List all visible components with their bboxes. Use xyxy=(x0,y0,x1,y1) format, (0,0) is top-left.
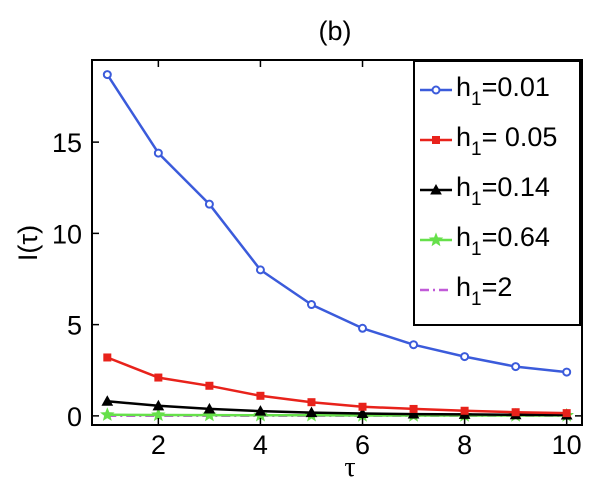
plot-frame xyxy=(91,59,583,426)
data-point-square xyxy=(103,353,112,362)
legend-label-rest: =0.01 xyxy=(482,72,550,102)
legend-label: h1=2 xyxy=(456,272,512,310)
data-point-square xyxy=(256,391,265,400)
data-point-square xyxy=(562,409,571,418)
data-point-circle xyxy=(358,323,368,333)
data-point-triangle xyxy=(101,395,114,406)
legend-box xyxy=(413,60,581,326)
data-point-square xyxy=(358,402,367,411)
data-point-circle xyxy=(562,367,572,377)
data-point-square xyxy=(154,373,163,382)
data-point-star xyxy=(100,407,115,421)
legend-label-main: h xyxy=(456,72,471,102)
data-point-triangle xyxy=(305,406,318,418)
legend-label-sub: 1 xyxy=(471,139,482,160)
data-point-square xyxy=(460,406,469,415)
series-line xyxy=(107,400,567,417)
legend-label-main: h xyxy=(456,272,471,302)
series-line xyxy=(106,73,567,374)
legend-label-rest: =0.14 xyxy=(482,172,550,202)
data-point-circle xyxy=(306,300,316,310)
legend-label-sub: 1 xyxy=(471,189,482,210)
chart-title: (b) xyxy=(319,16,352,46)
legend-label-rest: =0.64 xyxy=(482,222,550,252)
x-tick-label: 8 xyxy=(457,430,472,460)
x-axis-label: τ xyxy=(344,452,355,483)
y-tick-label: 15 xyxy=(52,128,82,158)
data-point-circle xyxy=(255,265,265,275)
y-tick-label: 10 xyxy=(52,219,82,249)
legend-label: h1=0.64 xyxy=(456,222,550,260)
data-point-circle xyxy=(409,340,419,350)
legend-label: h1=0.01 xyxy=(456,72,550,110)
data-point-triangle xyxy=(356,407,369,419)
data-point-circle xyxy=(153,148,163,158)
data-point-triangle xyxy=(152,399,165,411)
data-point-square xyxy=(409,404,418,413)
legend-label: h1=0.14 xyxy=(456,172,550,210)
y-tick-label: 0 xyxy=(67,402,82,432)
data-point-star xyxy=(428,232,444,247)
legend-label-main: h xyxy=(456,172,471,202)
data-point-circle xyxy=(511,362,521,372)
legend-label-rest: =2 xyxy=(482,272,513,302)
series-2 xyxy=(103,353,571,418)
data-point-circle xyxy=(460,352,470,362)
y-axis-label: I(τ) xyxy=(13,225,43,261)
legend-entry: h1=0.14 xyxy=(420,172,550,210)
series-line xyxy=(106,356,567,415)
data-point-triangle xyxy=(203,402,216,414)
y-tick-label: 5 xyxy=(67,311,82,341)
legend-label: h1= 0.05 xyxy=(456,122,557,160)
series-layer xyxy=(100,70,574,422)
legend-label-main: h xyxy=(456,122,471,152)
data-point-star xyxy=(151,407,166,422)
data-point-triangle xyxy=(430,183,442,195)
legend-entry: h1=0.01 xyxy=(420,72,550,110)
data-point-circle xyxy=(431,85,441,95)
data-point-square xyxy=(432,136,440,144)
series-1 xyxy=(102,70,572,377)
x-tick-label: 10 xyxy=(552,430,582,460)
data-point-square xyxy=(511,408,520,417)
data-point-triangle xyxy=(407,408,420,419)
data-point-circle xyxy=(102,70,112,80)
legend-label-sub: 1 xyxy=(471,89,482,110)
data-point-square xyxy=(307,398,316,407)
legend-label-main: h xyxy=(456,222,471,252)
legend-label-sub: 1 xyxy=(471,289,482,310)
legend-entry: h1=2 xyxy=(420,272,512,310)
x-tick-label: 6 xyxy=(355,430,370,460)
legend-entry: h1= 0.05 xyxy=(420,122,557,160)
legend-label-rest: = 0.05 xyxy=(482,122,558,152)
data-point-square xyxy=(205,381,214,390)
legend-entry: h1=0.64 xyxy=(420,222,550,260)
x-tick-label: 2 xyxy=(151,430,166,460)
x-tick-label: 4 xyxy=(253,430,268,460)
data-point-circle xyxy=(204,199,214,209)
data-point-triangle xyxy=(254,405,267,416)
legend-label-sub: 1 xyxy=(471,239,482,260)
